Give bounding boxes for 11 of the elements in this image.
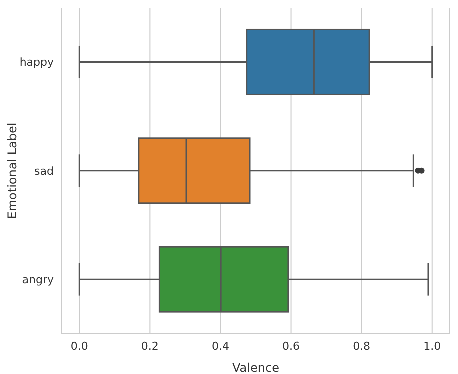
y-tick-label: sad [34,164,54,178]
x-tick-label: 0.2 [141,340,159,353]
x-tick-label: 0.4 [212,340,230,353]
x-tick-label: 1.0 [424,340,442,353]
y-tick-label: angry [22,274,54,287]
x-tick-label: 0.6 [282,340,300,353]
x-axis-title: Valence [232,361,280,374]
y-axis-title: Emotional Label [5,122,20,220]
x-tick-label: 0.8 [353,340,371,353]
x-tick-label: 0.0 [70,340,88,353]
y-tick-label: happy [20,56,54,70]
